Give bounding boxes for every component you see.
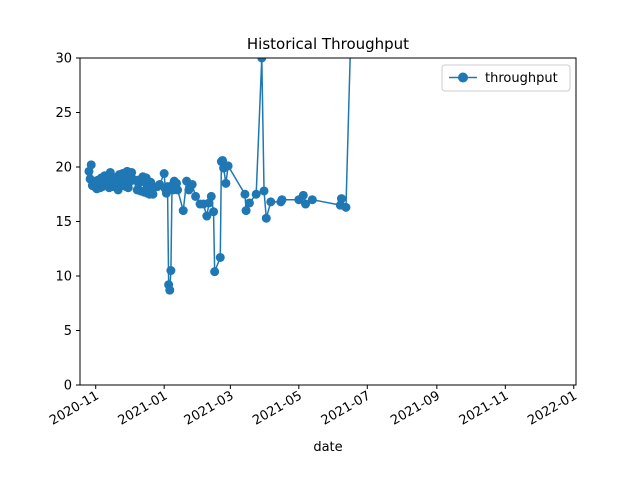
data-point bbox=[178, 206, 188, 216]
y-axis-ticks: 0 5 10 15 20 25 30 bbox=[55, 52, 80, 394]
data-point bbox=[210, 267, 220, 277]
series-throughput bbox=[84, 58, 351, 295]
y-tick-label: 10 bbox=[55, 270, 72, 285]
data-point bbox=[244, 198, 254, 208]
data-point bbox=[165, 285, 175, 295]
data-point bbox=[298, 190, 308, 200]
y-tick-label: 15 bbox=[55, 215, 72, 230]
y-tick-label: 30 bbox=[55, 52, 72, 67]
data-point bbox=[241, 206, 251, 216]
y-tick-label: 5 bbox=[64, 324, 72, 339]
data-point bbox=[341, 202, 351, 212]
plot-area bbox=[79, 57, 577, 386]
chart-title: Historical Throughput bbox=[247, 35, 409, 53]
data-point bbox=[159, 169, 169, 179]
data-point bbox=[166, 266, 176, 276]
data-point bbox=[307, 195, 317, 205]
data-point bbox=[206, 191, 216, 201]
data-point bbox=[173, 185, 183, 195]
x-axis-label: date bbox=[313, 440, 342, 455]
legend: throughput bbox=[441, 64, 571, 92]
data-point bbox=[202, 211, 212, 221]
legend-marker bbox=[458, 72, 468, 83]
data-point bbox=[301, 199, 311, 209]
data-point bbox=[251, 189, 261, 199]
data-point bbox=[86, 160, 96, 170]
data-point bbox=[187, 179, 197, 189]
data-point bbox=[257, 58, 267, 63]
data-point bbox=[277, 195, 287, 205]
legend-label-throughput: throughput bbox=[485, 71, 558, 86]
data-point bbox=[209, 207, 219, 217]
data-point bbox=[191, 191, 201, 201]
data-point bbox=[215, 252, 225, 262]
legend-box bbox=[441, 64, 571, 92]
y-tick-label: 20 bbox=[55, 161, 72, 176]
data-point bbox=[259, 186, 269, 196]
data-point bbox=[261, 213, 271, 223]
data-point bbox=[218, 155, 228, 165]
y-tick-label: 0 bbox=[64, 379, 72, 394]
data-point bbox=[240, 189, 250, 199]
data-point bbox=[223, 161, 233, 171]
data-point bbox=[221, 178, 231, 188]
y-tick-label: 25 bbox=[55, 106, 72, 121]
data-point bbox=[266, 197, 276, 207]
data-point bbox=[336, 194, 346, 204]
